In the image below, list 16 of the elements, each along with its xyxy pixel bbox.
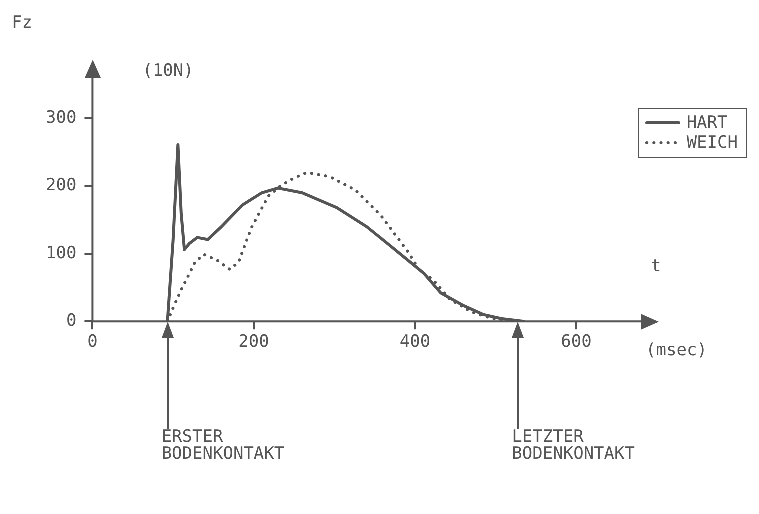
x-tick-label: 400 — [400, 332, 431, 352]
text: ERSTER BODENKONTAKT — [162, 426, 286, 464]
y-axis-title: Fz — [12, 13, 32, 33]
y-tick-label: 100 — [46, 243, 77, 264]
x-tick-label: 600 — [561, 332, 592, 352]
y-tick-label: 0 — [66, 311, 77, 332]
legend-label: HART — [686, 113, 728, 133]
y-tick-label: 200 — [46, 176, 77, 196]
x-tick-label: 200 — [238, 332, 270, 352]
x-axis-title: t — [651, 256, 662, 277]
text: (msec) — [646, 340, 708, 361]
y-tick-label: 300 — [46, 108, 77, 128]
text: LETZTER BODENKONTAKT — [512, 426, 636, 464]
annotation: (10N) — [142, 61, 194, 81]
x-tick-label: 0 — [88, 332, 98, 352]
legend-label: WEICH — [686, 133, 738, 153]
